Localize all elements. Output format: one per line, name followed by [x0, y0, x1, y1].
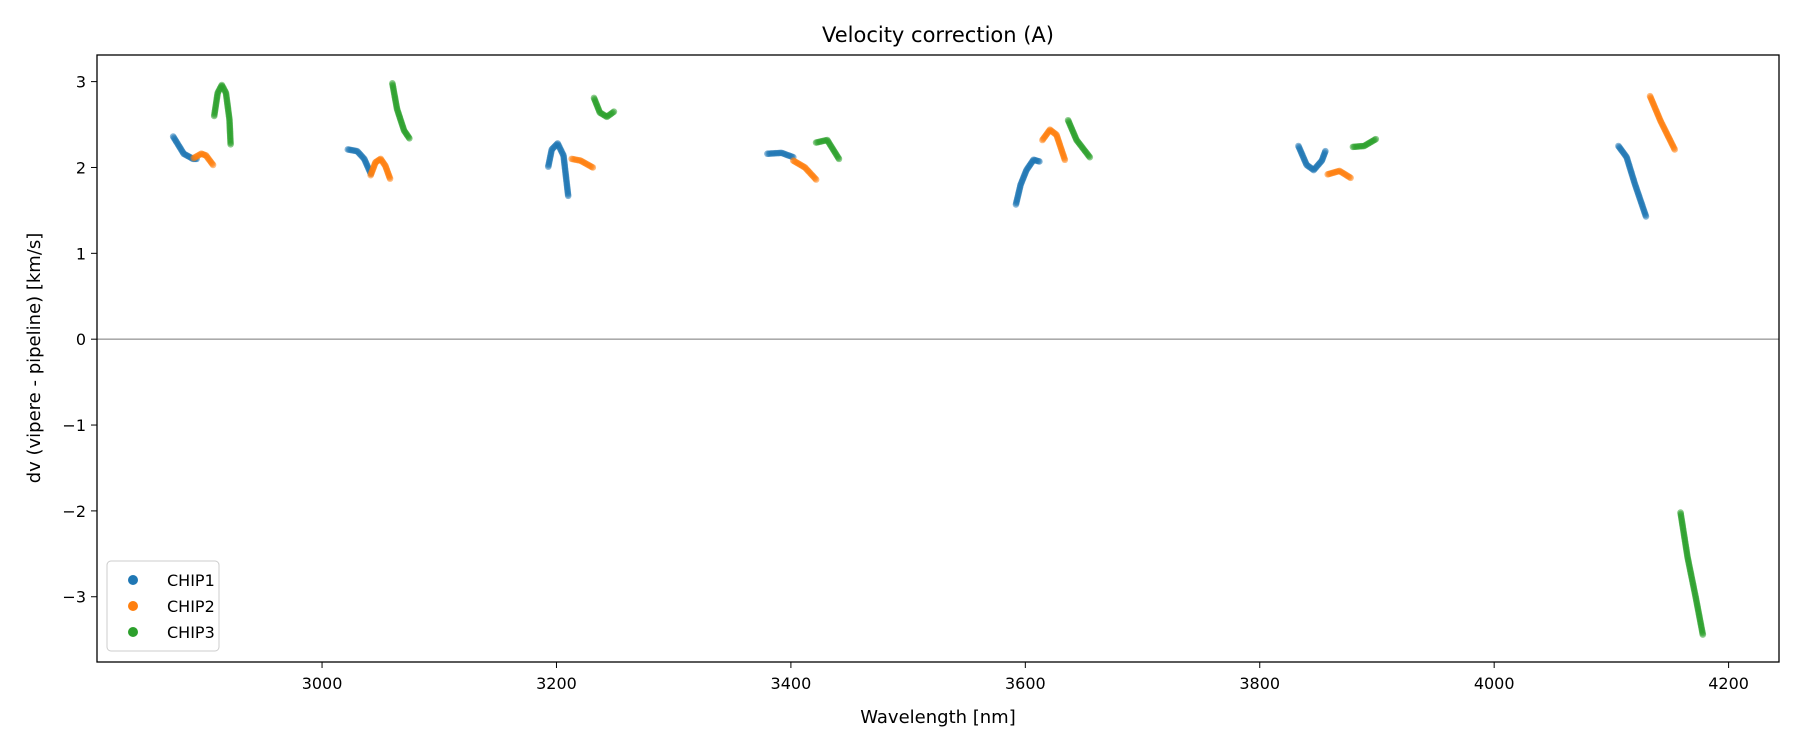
y-tick-label: −1	[62, 416, 86, 435]
chart-title: Velocity correction (A)	[822, 23, 1054, 47]
x-tick-label: 3400	[771, 674, 812, 693]
data-point	[1642, 213, 1650, 220]
legend-marker-chip3	[128, 627, 138, 637]
x-tick-label: 3600	[1005, 674, 1046, 693]
data-point	[1372, 135, 1380, 143]
x-tick-label: 3200	[536, 674, 577, 693]
legend-marker-chip1	[128, 575, 138, 585]
y-tick-label: 1	[76, 244, 86, 263]
data-point	[209, 161, 217, 169]
series-chip2	[190, 92, 1678, 183]
data-point	[1086, 153, 1094, 161]
x-tick-label: 4200	[1708, 674, 1749, 693]
y-tick-label: 2	[76, 158, 86, 177]
plot-area	[97, 80, 1779, 638]
series-chip1	[169, 133, 1650, 220]
x-tick-label: 4000	[1474, 674, 1515, 693]
data-point	[564, 192, 572, 200]
y-tick-label: −3	[62, 588, 86, 607]
data-point	[610, 108, 618, 115]
series-chip3	[210, 80, 1707, 638]
data-point	[812, 176, 820, 183]
x-axis-label: Wavelength [nm]	[860, 707, 1016, 728]
x-tick-label: 3000	[302, 674, 343, 693]
data-point	[406, 134, 413, 142]
x-tick-label: 3800	[1239, 674, 1280, 693]
data-point	[1671, 146, 1678, 153]
y-tick-label: 3	[76, 73, 86, 92]
legend-marker-chip2	[128, 601, 138, 611]
x-axis-ticks: 3000 3200 3400 3600 3800 4000 4200	[302, 662, 1749, 693]
data-point	[1347, 174, 1354, 182]
legend-label-chip3: CHIP3	[167, 623, 215, 642]
data-point	[1699, 631, 1707, 638]
data-point	[1036, 158, 1043, 165]
data-point	[386, 175, 394, 182]
data-point	[227, 140, 234, 148]
data-point	[1322, 147, 1329, 155]
y-axis-ticks: −3 −2 −1 0 1 2 3	[62, 73, 97, 607]
legend: CHIP1 CHIP2 CHIP3	[106, 560, 220, 652]
legend-label-chip2: CHIP2	[167, 597, 215, 616]
data-point	[589, 164, 597, 171]
y-axis-label: dv (vipere - pipeline) [km/s]	[24, 233, 45, 484]
data-point	[1061, 156, 1069, 164]
axes-frame	[96, 54, 1780, 663]
y-tick-label: −2	[62, 502, 86, 521]
legend-label-chip1: CHIP1	[167, 571, 215, 590]
y-tick-label: 0	[76, 330, 86, 349]
data-point	[835, 155, 843, 163]
